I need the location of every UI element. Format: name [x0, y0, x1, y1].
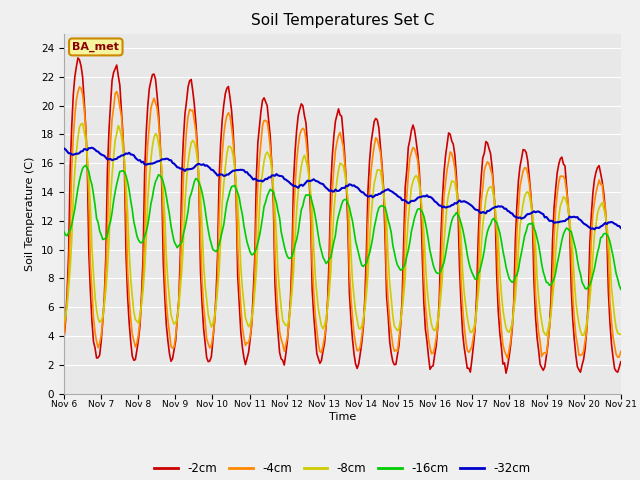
- Text: BA_met: BA_met: [72, 42, 119, 52]
- Y-axis label: Soil Temperature (C): Soil Temperature (C): [26, 156, 35, 271]
- Legend: -2cm, -4cm, -8cm, -16cm, -32cm: -2cm, -4cm, -8cm, -16cm, -32cm: [150, 457, 535, 480]
- Title: Soil Temperatures Set C: Soil Temperatures Set C: [251, 13, 434, 28]
- X-axis label: Time: Time: [329, 412, 356, 421]
